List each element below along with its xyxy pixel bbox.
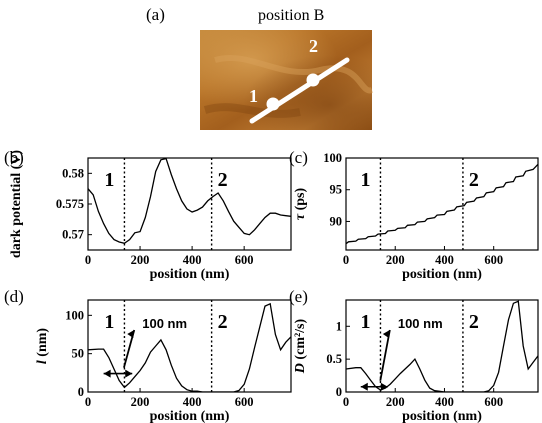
series-line [346,300,538,392]
label-pointer-head [382,330,390,338]
marker-1-label: 1 [104,169,114,191]
profile-line [249,57,350,124]
y-tick-label: 100 [323,151,342,165]
x-tick-label: 0 [85,395,91,409]
panel-a: (a) position B 1 2 [146,5,374,130]
y-axis-label: τ (ps) [293,188,308,221]
x-tick-label: 400 [183,253,202,267]
x-tick-label: 200 [386,395,405,409]
marker-2-label: 2 [218,169,228,191]
plot-frame [87,157,292,251]
x-tick-label: 600 [484,395,503,409]
span-arrow-right [125,369,133,378]
y-tick-label: 100 [65,308,84,322]
x-tick-label: 400 [435,253,454,267]
label-pointer-head [127,330,135,338]
y-tick-label: 95 [330,183,343,197]
marker-2-label: 2 [218,311,228,333]
marker-1-label: 1 [360,169,370,191]
x-tick-label: 0 [343,395,349,409]
panel-b-label: (b) [4,148,24,167]
x-tick-label: 600 [235,253,254,267]
x-tick-label: 400 [183,395,202,409]
label-pointer [379,329,391,381]
x-axis-label: position (nm) [150,409,230,423]
plot-frame [87,299,292,393]
x-tick-label: 200 [386,253,405,267]
panel-c: (c) 0 200 400 600 90 95 100 position (nm) τ (ps) 1… [289,148,539,282]
plot-frame [345,299,539,393]
y-tick-label: 90 [330,214,343,228]
marker-2-label: 2 [469,169,479,191]
plot-frame [345,157,539,251]
y-tick-label: 0.58 [62,166,84,180]
x-tick-label: 200 [131,395,150,409]
x-tick-label: 600 [235,395,254,409]
marker-1-label: 1 [104,311,114,333]
image-marker-2: 2 [309,36,318,56]
x-axis-label: position (nm) [402,267,482,282]
image-marker-1: 1 [249,86,258,106]
x-tick-label: 0 [343,253,349,267]
x-axis-label: position (nm) [150,267,230,282]
y-tick-label: 0.57 [62,228,84,242]
y-tick-label: 0 [78,385,84,399]
span-arrow-left [360,382,368,391]
series-line [88,302,291,392]
panel-e: (e) 0 200 400 600 0 0.5 1 position (nm) D (cm²/s)… [289,287,539,423]
span-arrow-left [103,369,111,378]
y-tick-label: 0 [336,385,342,399]
afm-image [200,30,374,130]
panel-d: (d) 0 200 400 600 0 50 100 position (nm) l (nm) 1 2… [4,287,292,423]
panel-d-label: (d) [4,287,24,306]
span-label: 100 nm [398,316,443,331]
x-axis-label: position (nm) [402,409,482,423]
span-label: 100 nm [142,316,187,331]
x-tick-label: 400 [435,395,454,409]
y-tick-label: 50 [72,347,85,361]
marker-1-dot [266,97,280,111]
x-tick-label: 200 [131,253,150,267]
y-axis-label: dark potential (V) [9,150,24,258]
panel-a-title: position B [258,7,324,24]
marker-2-label: 2 [469,311,479,333]
panel-b: (b) 0 200 400 600 0.57 0.575 0.58 position (nm) d… [4,148,292,282]
y-axis-label: D (cm²/s) [293,318,308,374]
y-tick-label: 0.5 [326,352,342,366]
y-tick-label: 1 [336,319,342,333]
series-line [346,163,538,245]
span-arrow-right [380,382,388,391]
panel-c-label: (c) [289,148,308,167]
marker-1-label: 1 [360,311,370,333]
marker-2-dot [306,73,320,87]
y-axis-label: l (nm) [35,328,50,365]
y-tick-label: 0.575 [56,197,84,211]
panel-e-label: (e) [289,287,308,306]
x-tick-label: 600 [484,253,503,267]
series-line [88,158,291,245]
panel-a-label: (a) [146,5,165,24]
x-tick-label: 0 [85,253,91,267]
